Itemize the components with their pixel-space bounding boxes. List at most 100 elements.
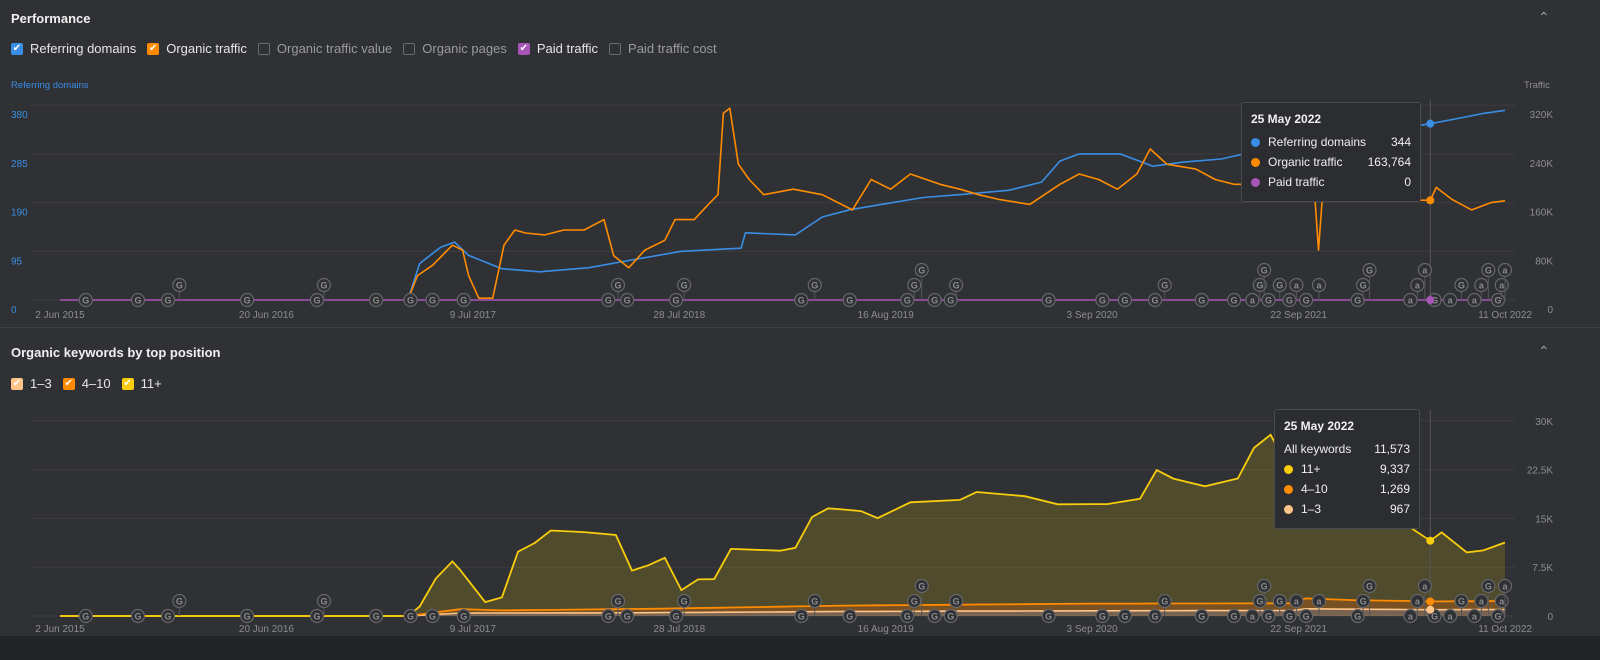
checkbox-checked-icon[interactable]: ✔ [517,42,530,55]
google-update-marker[interactable]: G [1095,608,1110,624]
google-update-marker[interactable]: G [130,608,146,624]
google-update-marker[interactable]: G [1157,277,1172,301]
google-update-marker[interactable]: G [172,277,187,301]
google-update-marker[interactable]: G [610,277,626,301]
google-update-marker[interactable]: G [1147,292,1163,308]
google-update-marker[interactable]: G [160,292,176,308]
google-update-marker[interactable]: G [309,292,325,308]
annotation-marker[interactable]: a [1245,608,1260,624]
google-update-marker[interactable]: G [172,593,187,617]
google-update-marker[interactable]: G [1252,277,1267,301]
google-update-marker[interactable]: G [949,277,964,301]
annotation-marker[interactable]: a [1403,292,1418,308]
chevron-up-icon[interactable]: ⌃ [1538,9,1550,25]
google-update-marker[interactable]: G [620,608,635,624]
google-update-marker[interactable]: G [403,608,418,624]
google-update-marker[interactable]: G [1261,608,1276,624]
google-update-marker[interactable]: G [807,593,822,617]
google-update-marker[interactable]: G [943,608,958,624]
checkbox-checked-icon[interactable]: ✔ [62,377,75,390]
google-update-marker[interactable]: G [1041,608,1056,624]
google-update-marker[interactable]: G [842,292,857,308]
checkbox-unchecked-icon[interactable] [257,42,270,55]
google-update-marker[interactable]: G [949,593,964,617]
google-update-marker[interactable]: G [907,593,922,617]
google-update-marker[interactable]: G [1490,292,1506,308]
legend-checkbox-organic-traffic[interactable]: ✔ Organic traffic [147,41,247,56]
annotation-marker[interactable]: a [1467,292,1482,308]
google-update-marker[interactable]: G [309,608,325,624]
checkbox-checked-icon[interactable]: ✔ [11,377,23,390]
google-update-marker[interactable]: G [1350,292,1365,308]
annotation-marker[interactable]: a [1417,578,1433,617]
checkbox-unchecked-icon[interactable] [403,42,416,55]
legend-checkbox-organic-traffic-value[interactable]: Organic traffic value [257,41,392,56]
google-update-marker[interactable]: G [794,608,809,624]
google-update-marker[interactable]: G [1272,593,1287,617]
annotation-marker[interactable]: a [1497,262,1513,301]
annotation-marker[interactable]: a [1443,292,1458,308]
google-update-marker[interactable]: G [943,292,958,308]
google-update-marker[interactable]: G [1194,292,1209,308]
google-update-marker[interactable]: G [1117,292,1133,308]
google-update-marker[interactable]: G [1362,578,1377,617]
google-update-marker[interactable]: G [1282,608,1297,624]
google-update-marker[interactable]: G [668,292,684,308]
google-update-marker[interactable]: G [1282,292,1297,308]
google-update-marker[interactable]: G [130,292,146,308]
legend-checkbox-organic-pages[interactable]: Organic pages [403,41,507,56]
checkbox-checked-icon[interactable]: ✔ [147,42,160,55]
annotation-marker[interactable]: a [1311,593,1327,617]
google-update-marker[interactable]: G [368,608,384,624]
google-update-marker[interactable]: G [1481,578,1496,617]
google-update-marker[interactable]: G [78,608,93,624]
google-update-marker[interactable]: G [1117,608,1133,624]
google-update-marker[interactable]: G [1147,608,1163,624]
google-update-marker[interactable]: G [601,292,616,308]
google-update-marker[interactable]: G [1095,292,1110,308]
google-update-marker[interactable]: G [403,292,418,308]
annotation-marker[interactable]: a [1289,593,1304,617]
google-update-marker[interactable]: G [425,292,440,308]
google-update-marker[interactable]: G [1226,292,1242,308]
google-update-marker[interactable]: G [1157,593,1172,617]
google-update-marker[interactable]: G [907,277,922,301]
google-update-marker[interactable]: G [807,277,822,301]
google-update-marker[interactable]: G [677,277,692,301]
google-update-marker[interactable]: G [1481,262,1496,301]
google-update-marker[interactable]: G [456,292,471,308]
annotation-marker[interactable]: a [1311,277,1327,301]
google-update-marker[interactable]: G [1454,593,1469,617]
google-update-marker[interactable]: G [927,292,942,308]
legend-checkbox-4-10[interactable]: ✔ 4–10 [62,376,111,391]
google-update-marker[interactable]: G [914,262,929,301]
legend-checkbox-paid-traffic-cost[interactable]: Paid traffic cost [609,41,717,56]
google-update-marker[interactable]: G [1298,608,1314,624]
annotation-marker[interactable]: a [1403,608,1418,624]
google-update-marker[interactable]: G [425,608,440,624]
checkbox-checked-icon[interactable]: ✔ [121,377,134,390]
google-update-marker[interactable]: G [1257,578,1272,617]
annotation-marker[interactable]: a [1417,262,1433,301]
annotation-marker[interactable]: a [1410,277,1425,301]
google-update-marker[interactable]: G [1454,277,1469,301]
google-update-marker[interactable]: G [160,608,176,624]
annotation-marker[interactable]: a [1443,608,1458,624]
google-update-marker[interactable]: G [239,292,255,308]
google-update-marker[interactable]: G [368,292,384,308]
google-update-marker[interactable]: G [316,593,332,617]
google-update-marker[interactable]: G [1226,608,1242,624]
google-update-marker[interactable]: G [1252,593,1267,617]
google-update-marker[interactable]: G [316,277,332,301]
legend-checkbox-1-3[interactable]: ✔ 1–3 [11,376,52,391]
google-update-marker[interactable]: G [620,292,635,308]
google-update-marker[interactable]: G [794,292,809,308]
checkbox-checked-icon[interactable]: ✔ [11,42,23,55]
annotation-marker[interactable]: a [1410,593,1425,617]
google-update-marker[interactable]: G [610,593,626,617]
annotation-marker[interactable]: a [1289,277,1304,301]
google-update-marker[interactable]: G [601,608,616,624]
chevron-up-icon[interactable]: ⌃ [1538,343,1550,359]
google-update-marker[interactable]: G [842,608,857,624]
